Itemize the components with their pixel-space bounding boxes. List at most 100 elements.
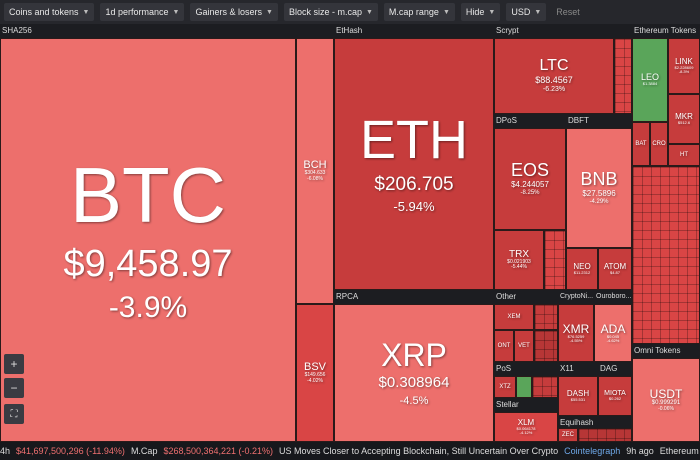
tile-atom[interactable]: ATOM $4.87 (598, 248, 632, 290)
zoom-in-button[interactable]: + (4, 354, 24, 374)
group-label: RPCA (334, 290, 494, 304)
hide-dropdown[interactable]: Hide ▼ (460, 3, 501, 21)
coin-price: $2.228609 (674, 64, 694, 70)
group-label: Ethereum Tokens (632, 24, 700, 38)
tile-dash[interactable]: DASH $55.531 (558, 376, 598, 416)
tile-link[interactable]: LINK $2.228609 -8.3% (668, 38, 700, 94)
mcap-range-dropdown[interactable]: M.cap range ▼ (383, 3, 455, 21)
tile-xlm[interactable]: XLM $0.064178 -4.12% (494, 412, 558, 442)
tile-scrypt-small[interactable] (614, 38, 632, 114)
coin-price: $206.705 (374, 174, 454, 196)
tile-trx[interactable]: TRX $0.021903 -5.44% (494, 230, 544, 290)
heatmap: SHA256 BTC $9,458.97 -3.9% BCH $304.633 … (0, 24, 700, 442)
coin-change: -4.02% (307, 377, 323, 384)
toolbar: Coins and tokens ▼ 1d performance ▼ Gainer… (0, 0, 700, 24)
tile-xmr[interactable]: XMR $76.5259 -4.55% (558, 304, 594, 362)
tile-ltc[interactable]: LTC $88.4567 -6.23% (494, 38, 614, 114)
coin-change: -6.08% (307, 175, 323, 182)
tile-pos-small[interactable] (532, 376, 558, 398)
gainers-dropdown[interactable]: Gainers & losers ▼ (190, 3, 278, 21)
coin-symbol: LINK (675, 56, 693, 66)
tile-bat[interactable]: BAT (632, 122, 650, 166)
coin-symbol: XTZ (499, 384, 511, 390)
coin-symbol: USDT (649, 386, 683, 401)
tile-bsv[interactable]: BSV $149.656 -4.02% (296, 304, 334, 442)
tile-other-small[interactable] (534, 304, 558, 330)
news-headline[interactable]: US Moves Closer to Accepting Blockchain,… (279, 446, 559, 456)
tile-ont[interactable]: ONT (494, 330, 514, 362)
group-dpos: DPoS EOS $4.244057 -8.25% TRX $0.021903 … (494, 114, 566, 290)
coin-price: $304.633 (304, 170, 326, 176)
chevron-down-icon: ▼ (266, 8, 273, 16)
coin-symbol: LEO (640, 72, 659, 83)
tile-leo[interactable]: LEO $1.3884 (632, 38, 668, 122)
tile-ada[interactable]: ADA $0.045 -4.62% (594, 304, 632, 362)
chevron-down-icon: ▼ (488, 8, 496, 16)
group-label: Other (494, 290, 558, 304)
tile-xtz[interactable]: XTZ (494, 376, 516, 398)
coin-change: -3.9% (108, 291, 188, 325)
group-label: Equihash (558, 416, 632, 430)
tile-cro[interactable]: CRO (650, 122, 668, 166)
coins-dropdown[interactable]: Coins and tokens ▼ (4, 3, 95, 21)
fullscreen-icon[interactable]: ⛶ (4, 404, 24, 424)
coin-change: -6.23% (542, 86, 566, 94)
reset-button[interactable]: Reset (556, 7, 580, 17)
tile-usdt[interactable]: USDT $0.999291 -0.06% (632, 358, 700, 442)
tile-xrp[interactable]: XRP $0.308964 -4.5% (334, 304, 494, 442)
coin-change: -4.5% (399, 394, 429, 407)
coin-symbol: MIOTA (604, 390, 626, 398)
tile-vet[interactable]: VET (514, 330, 534, 362)
group-label: Scrypt (494, 24, 632, 38)
tile-eth-tokens-small[interactable] (632, 166, 700, 344)
coin-symbol: XRP (381, 337, 447, 374)
coin-price: $1.3884 (642, 81, 658, 87)
coin-symbol: EOS (510, 160, 549, 181)
tile-mkr[interactable]: MKR $512.6 (668, 94, 700, 144)
currency-dropdown-label: USD (511, 7, 531, 17)
coins-dropdown-label: Coins and tokens (9, 7, 79, 17)
news-headline-next[interactable]: Ethereum Blockc (659, 446, 700, 456)
performance-dropdown[interactable]: 1d performance ▼ (100, 3, 185, 21)
tile-eth[interactable]: ETH $206.705 -5.94% (334, 38, 494, 290)
currency-dropdown[interactable]: USD ▼ (506, 3, 547, 21)
tile-zec[interactable]: ZEC (558, 428, 578, 442)
chevron-down-icon: ▼ (365, 8, 373, 16)
coin-symbol: BSV (303, 361, 326, 373)
group-cryptonight: CryptoNi... XMR $76.5259 -4.55% (558, 290, 594, 362)
group-pos: PoS XTZ (494, 362, 558, 398)
coin-symbol: DASH (566, 388, 590, 398)
chevron-down-icon: ▼ (82, 8, 90, 16)
tile-ht[interactable]: HT (668, 144, 700, 166)
tile-equihash-small[interactable] (578, 428, 632, 442)
block-size-dropdown[interactable]: Block size - m.cap ▼ (283, 3, 378, 21)
news-source-link[interactable]: Cointelegraph (564, 446, 621, 456)
tile-neo[interactable]: NEO $11.2312 (566, 248, 598, 290)
coin-price: $88.4567 (535, 75, 573, 86)
coin-symbol: ADA (600, 321, 626, 336)
coin-symbol: BCH (303, 159, 327, 171)
group-label: CryptoNi... (558, 290, 594, 304)
tile-eos[interactable]: EOS $4.244057 -8.25% (494, 128, 566, 230)
coin-change: -0.06% (658, 405, 674, 412)
coin-change: -4.62% (606, 338, 620, 343)
tile-xem[interactable]: XEM (494, 304, 534, 330)
chevron-down-icon: ▼ (534, 8, 542, 16)
coin-symbol: MKR (675, 111, 693, 121)
zoom-out-button[interactable]: − (4, 378, 24, 398)
coin-price: $4.244057 (511, 180, 549, 190)
group-label: Ouroboro... (594, 290, 632, 304)
tile-bnb[interactable]: BNB $27.5896 -4.29% (566, 128, 632, 248)
coin-symbol: BNB (580, 169, 618, 190)
coin-price: $0.064178 (516, 425, 536, 431)
tile-pos-gainer[interactable] (516, 376, 532, 398)
group-scrypt: Scrypt LTC $88.4567 -6.23% (494, 24, 632, 114)
tile-miota[interactable]: MIOTA $0.262 (598, 376, 632, 416)
group-label: SHA256 (0, 24, 334, 38)
tile-bch[interactable]: BCH $304.633 -6.08% (296, 38, 334, 304)
volume-label: 4h (0, 446, 11, 456)
tile-btc[interactable]: BTC $9,458.97 -3.9% (0, 38, 296, 442)
group-sha256: SHA256 BTC $9,458.97 -3.9% BCH $304.633 … (0, 24, 334, 442)
tile-dpos-small[interactable] (544, 230, 566, 290)
tile-other-small[interactable] (534, 330, 558, 362)
